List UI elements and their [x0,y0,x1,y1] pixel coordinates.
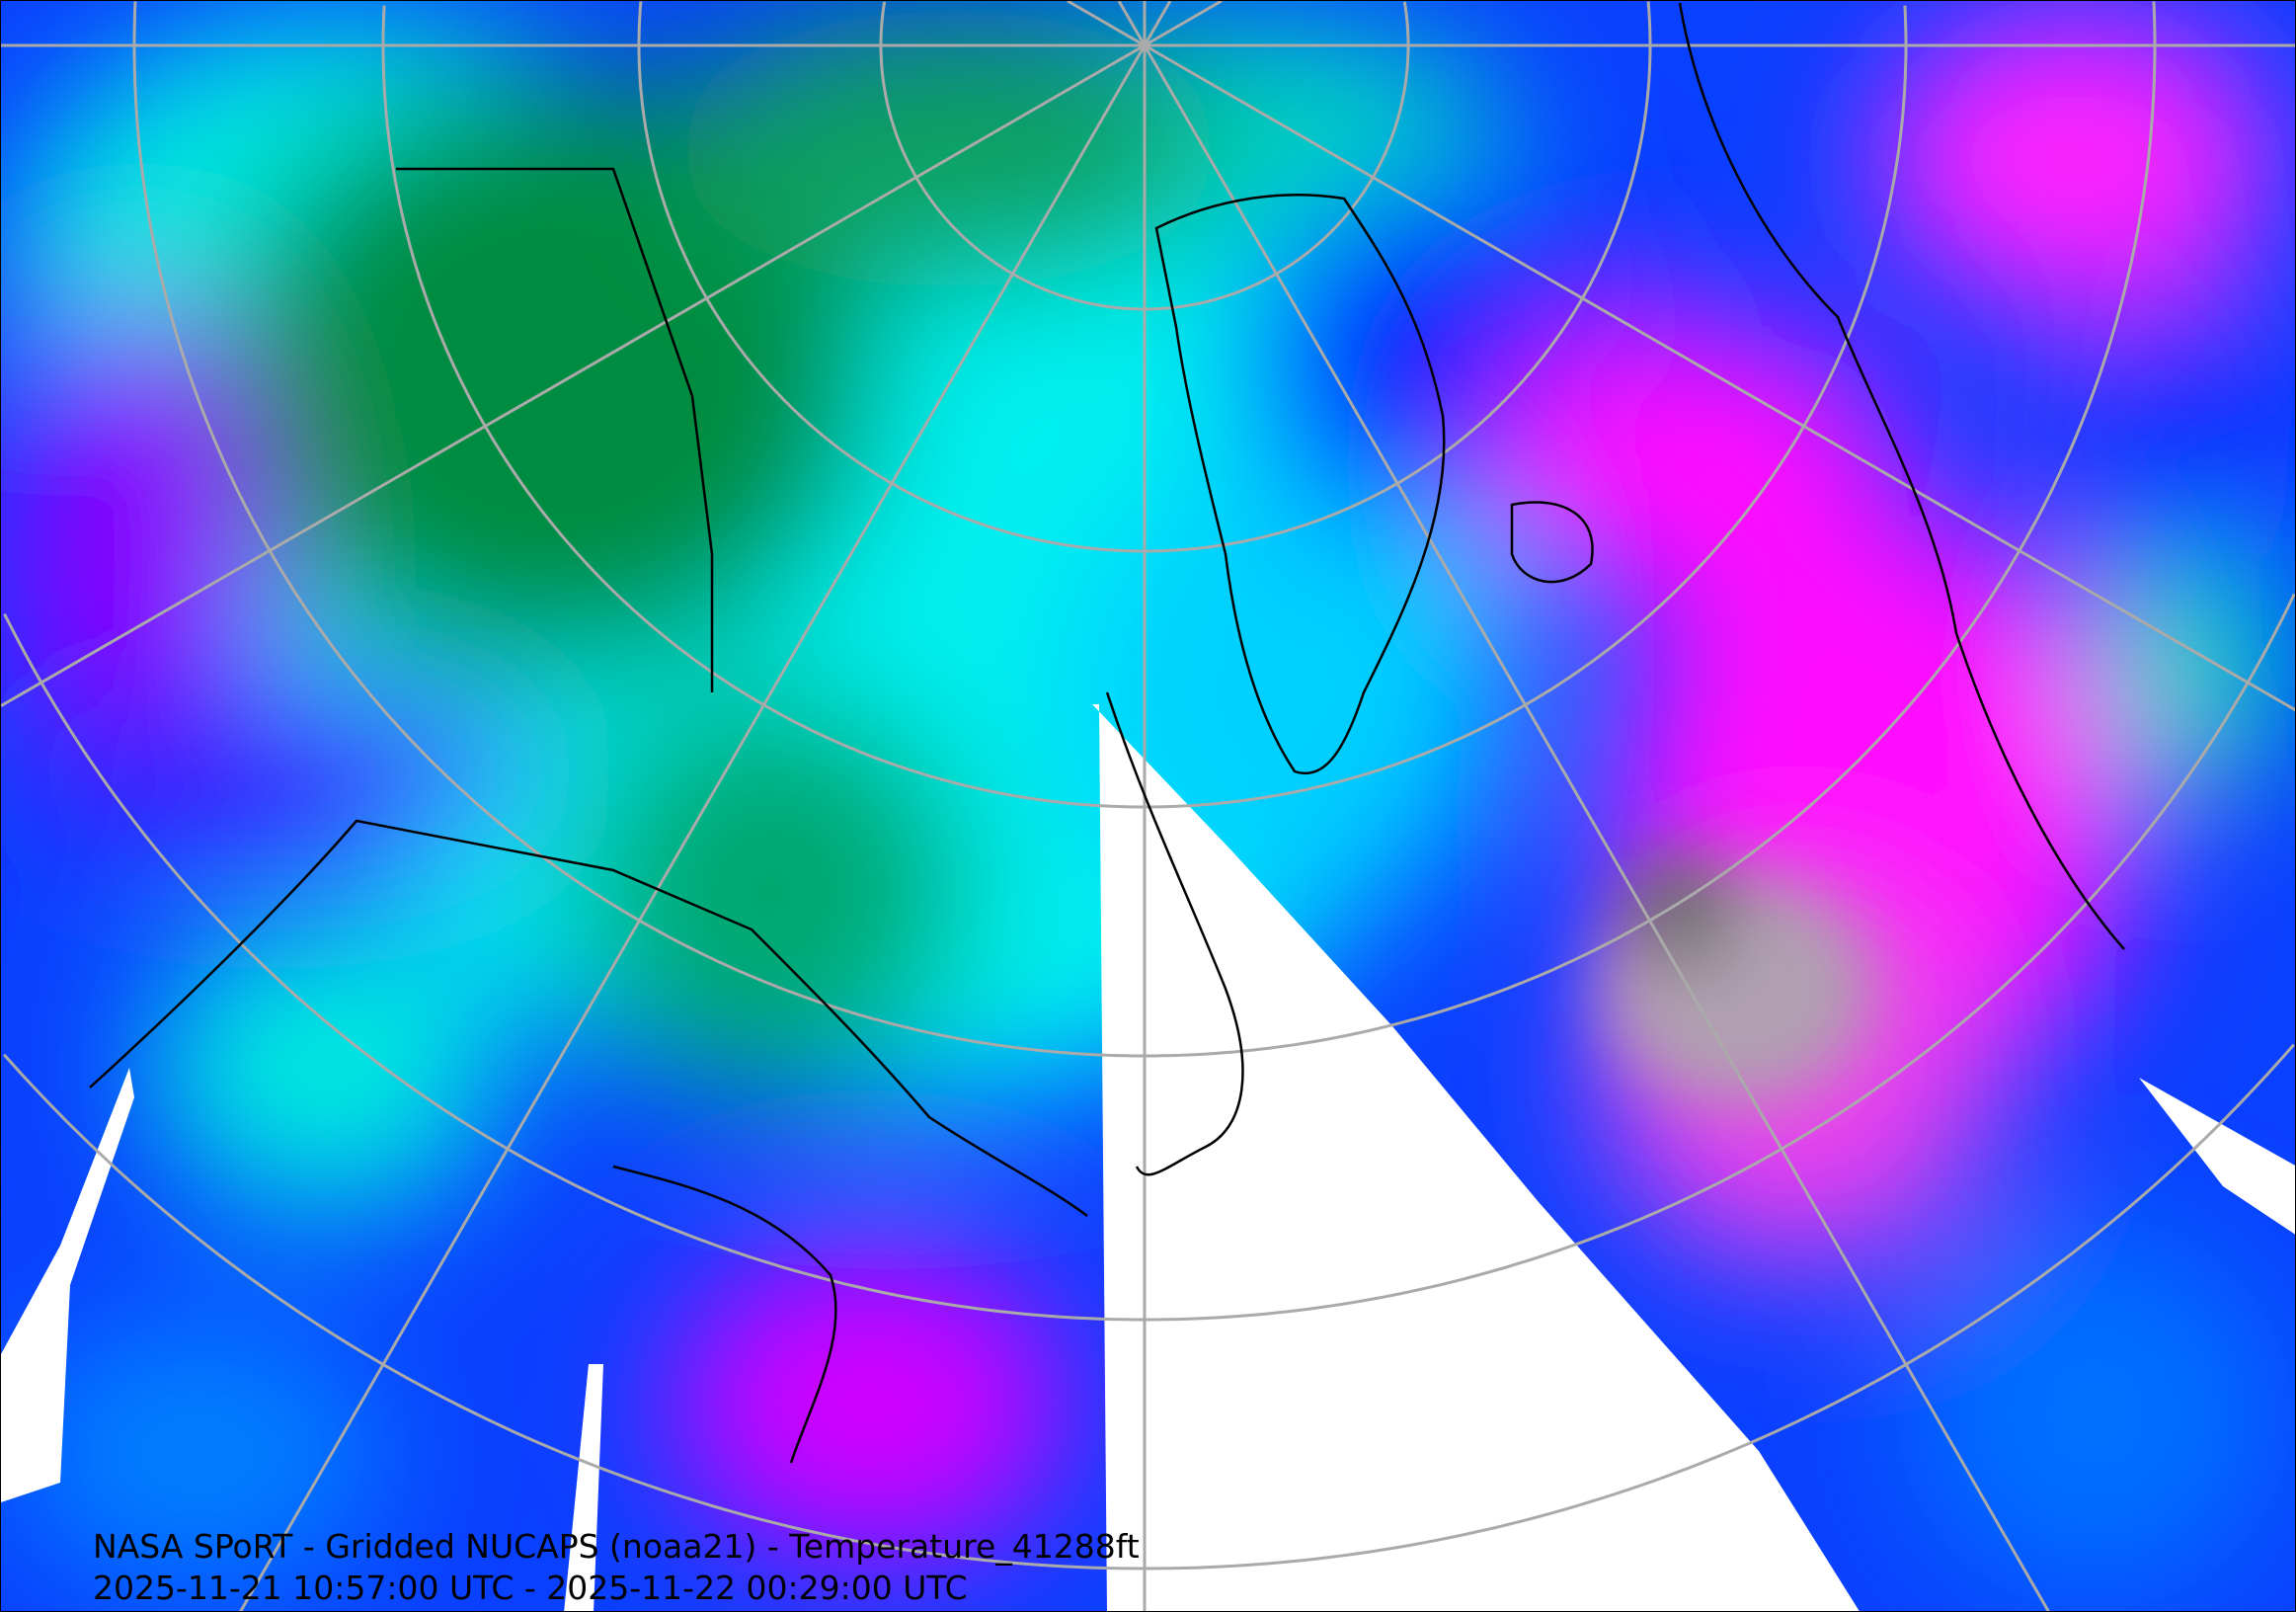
meridian-line [1067,1,1146,47]
latitude-circle [879,1,1410,311]
latitude-circle [2,1043,2295,1571]
us-east-coast [612,1165,837,1464]
coastlines [89,2,2125,1464]
meridian-line [1144,43,2295,712]
meridian-line [1144,1,1223,47]
latitude-circle [132,1,2157,1058]
greenland-coast [1154,194,1446,774]
meridian-line [1143,1,1172,46]
territory-border [396,167,714,692]
no-data-regions [1,704,2295,1611]
map-time-range: 2025-11-21 10:57:00 UTC - 2025-11-22 00:… [93,1569,968,1607]
map-title: NASA SPoRT - Gridded NUCAPS (noaa21) - T… [93,1527,1140,1566]
latitude-circle [3,593,2295,1322]
iceland-coast [1510,501,1594,584]
warm-core [1601,850,1877,1107]
europe-coast [1678,2,2125,950]
meridian-line [1143,44,2050,1611]
meridian-line [1117,1,1147,46]
latitude-circle [637,1,1652,553]
latitude-circle [381,5,1908,809]
meridian-line [239,44,1147,1611]
meridian-line [1,43,1146,707]
labrador-coast [1105,691,1244,1176]
canada-us-border [89,819,1088,1218]
